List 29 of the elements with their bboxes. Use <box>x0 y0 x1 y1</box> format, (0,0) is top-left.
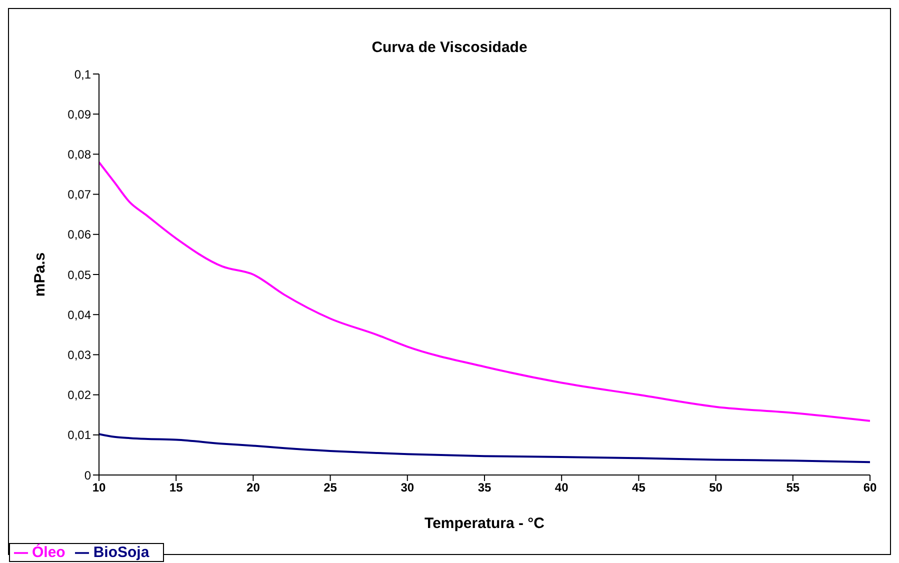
line-series <box>99 433 870 464</box>
line-series <box>99 161 870 422</box>
y-tick-label: 0,05 <box>68 268 92 282</box>
chart-title: Curva de Viscosidade <box>370 39 528 56</box>
x-tick-label: 40 <box>554 480 569 495</box>
x-tick-label: 35 <box>478 480 492 495</box>
x-tick-label: 45 <box>632 480 646 495</box>
x-tick-label: 60 <box>863 480 877 495</box>
y-tick-label: 0,09 <box>68 107 92 122</box>
y-tick-label: 0,03 <box>68 348 92 362</box>
y-tick-label: 0,07 <box>68 188 92 202</box>
x-tick-label: 10 <box>92 480 106 495</box>
x-axis-title: Temperatura - °C <box>424 515 545 532</box>
legend-label: BioSoja <box>93 544 150 561</box>
x-tick-label: 50 <box>709 480 723 495</box>
y-tick-label: 0,1 <box>74 67 92 82</box>
x-tick-label: 25 <box>324 480 338 495</box>
x-tick-label: 20 <box>246 480 260 495</box>
y-tick-label: 0,01 <box>68 428 92 442</box>
y-tick-label: 0,02 <box>68 388 92 402</box>
x-tick-label: 30 <box>400 480 414 495</box>
y-tick-label: 0 <box>84 468 92 482</box>
y-axis-title: mPa.s <box>31 252 48 297</box>
x-tick-label: 15 <box>169 480 184 495</box>
x-tick-label: 55 <box>786 480 800 495</box>
y-tick-label: 0,04 <box>68 308 92 322</box>
legend-label: Óleo <box>32 544 66 561</box>
y-tick-label: 0,08 <box>68 147 92 162</box>
y-tick-label: 0,06 <box>68 228 92 242</box>
